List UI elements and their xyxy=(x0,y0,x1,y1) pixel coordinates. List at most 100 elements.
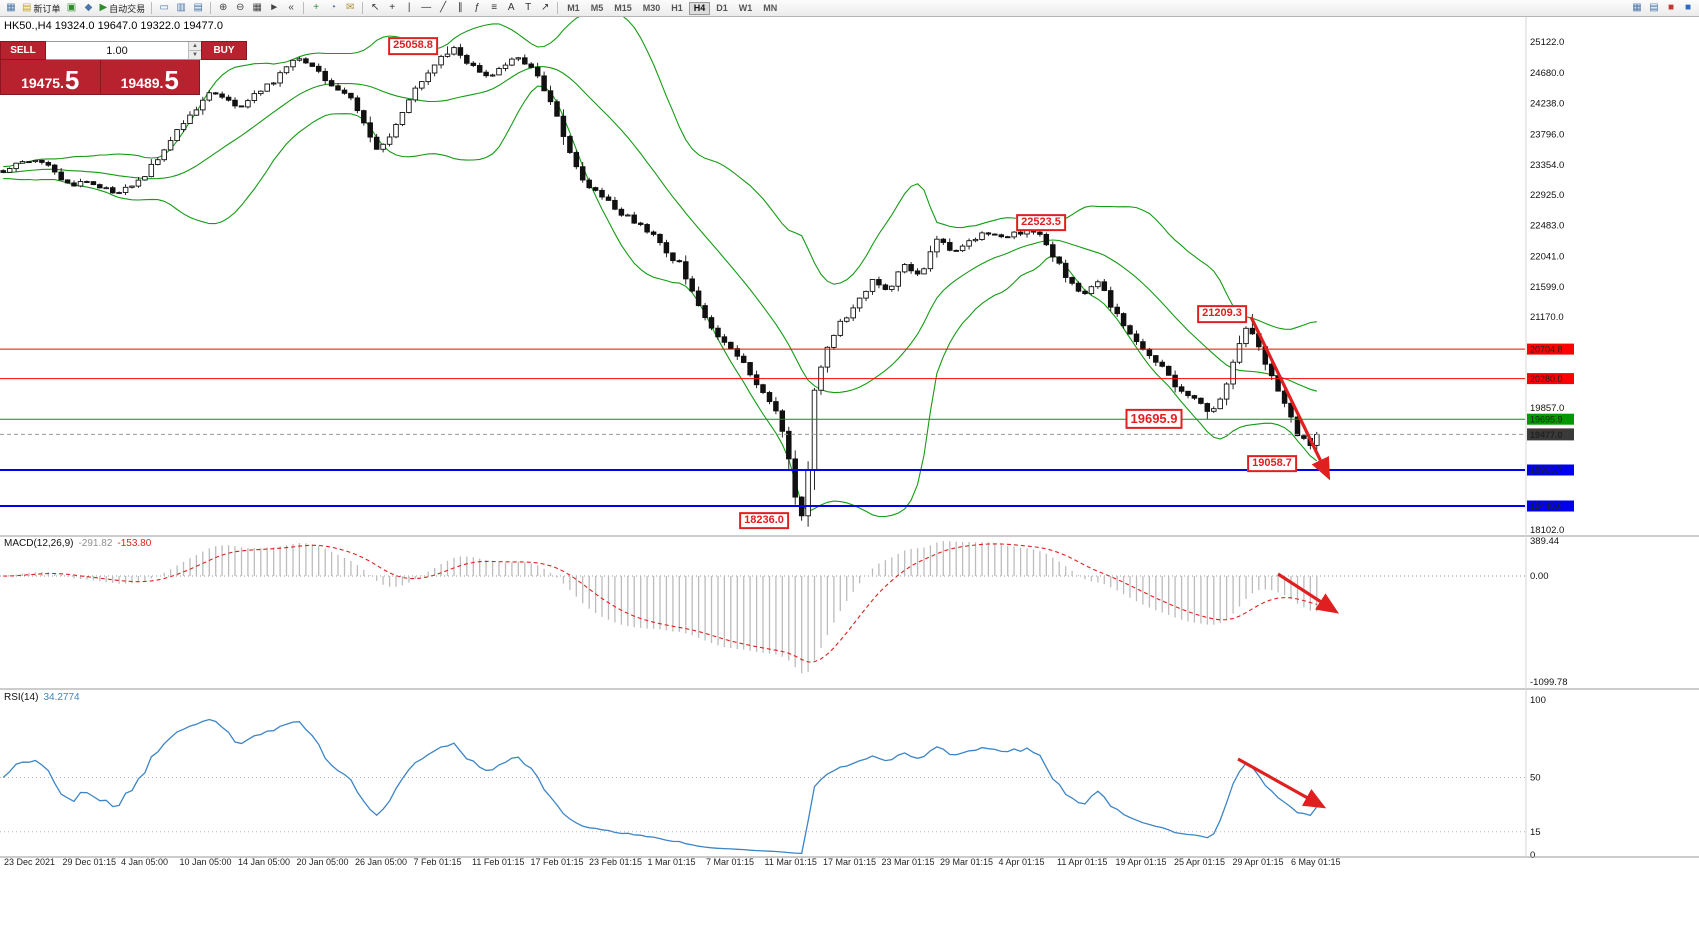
svg-text:11 Feb 01:15: 11 Feb 01:15 xyxy=(472,857,524,867)
terminal-window-icon[interactable]: ▤ xyxy=(1646,1,1662,16)
timeframe-m1[interactable]: M1 xyxy=(567,2,580,13)
svg-text:21170.0: 21170.0 xyxy=(1530,312,1564,323)
auto-scroll-icon[interactable]: ► xyxy=(266,1,282,16)
svg-text:19857.0: 19857.0 xyxy=(1530,403,1564,414)
horizontal-lines[interactable]: 20704.8 20280.0 19695.9 18965.7 18448.0 xyxy=(0,343,1574,512)
chart-shift-icon[interactable]: « xyxy=(283,1,299,16)
timeframe-m15[interactable]: M15 xyxy=(614,2,632,13)
toolbar: ▦ ▤ 新订单 ▣ ◆ ▶ 自动交易 ▭ ▥ ▤ ⊕ ⊖ ▦ ► «+ ◔ ✉ ↖ + | — ╱ ∥ ƒ ≡ A T ↗ M1 M5 M1… xyxy=(0,0,1699,17)
alert-icon[interactable]: ■ xyxy=(1663,1,1679,16)
signals-icon[interactable]: ◆ xyxy=(80,1,96,16)
rsi-value: 34.2774 xyxy=(43,692,80,703)
toolbar-separator xyxy=(151,2,153,14)
volume-down-arrow[interactable]: ▼ xyxy=(189,50,201,59)
vertical-line-icon[interactable]: | xyxy=(401,1,417,16)
equidistant-channel-icon[interactable]: ∥ xyxy=(452,1,468,16)
arrow-tool-icon[interactable]: ↗ xyxy=(537,1,553,16)
price-axis[interactable]: 25122.0 24680.0 24238.0 23796.0 23354.0 22925… xyxy=(1530,37,1568,861)
price-annotation[interactable]: 19058.7 xyxy=(1247,454,1297,473)
svg-text:100: 100 xyxy=(1530,695,1546,706)
svg-text:26 Jan 05:00: 26 Jan 05:00 xyxy=(355,857,407,867)
templates-icon[interactable]: ✉ xyxy=(342,1,358,16)
svg-text:23354.0: 23354.0 xyxy=(1530,160,1564,171)
timeframe-w1[interactable]: W1 xyxy=(738,2,753,13)
chart-profiles-icon-glyph-icon: ▣ xyxy=(66,2,77,13)
chart-shift-icon-glyph-icon: « xyxy=(288,2,294,13)
crosshair-icon-glyph-icon: + xyxy=(389,2,396,13)
svg-text:21599.0: 21599.0 xyxy=(1530,282,1564,293)
horizontal-line-icon[interactable]: — xyxy=(418,1,434,16)
svg-text:17 Mar 01:15: 17 Mar 01:15 xyxy=(823,857,876,867)
time-axis[interactable]: 23 Dec 2021 29 Dec 01:15 4 Jan 05:00 10 Jan… xyxy=(4,857,1341,867)
equidistant-channel-icon-glyph-icon: ∥ xyxy=(457,2,463,13)
data-window-icon[interactable]: ▤ xyxy=(190,1,206,16)
svg-text:19477.0: 19477.0 xyxy=(1530,430,1563,440)
auto-trading-button[interactable]: ▶ 自动交易 xyxy=(97,1,147,16)
period-icon[interactable]: ◔ xyxy=(325,1,341,16)
svg-text:4 Jan 05:00: 4 Jan 05:00 xyxy=(121,857,168,867)
buy-price[interactable]: 19489. 5 xyxy=(101,60,200,94)
svg-text:7 Mar 01:15: 7 Mar 01:15 xyxy=(706,857,754,867)
fibonacci-icon[interactable]: ƒ xyxy=(469,1,485,16)
macd-main-value: -291.82 xyxy=(78,538,113,549)
price-annotation[interactable]: 22523.5 xyxy=(1016,213,1066,232)
svg-text:19 Apr 01:15: 19 Apr 01:15 xyxy=(1116,857,1167,867)
svg-text:18102.0: 18102.0 xyxy=(1530,525,1564,536)
chart-profiles-icon[interactable]: ▣ xyxy=(63,1,79,16)
timeframe-h1[interactable]: H1 xyxy=(671,2,683,13)
cascade-windows-icon[interactable]: ▥ xyxy=(173,1,189,16)
timeframe-m5[interactable]: M5 xyxy=(590,2,604,13)
cascade-windows-icon-glyph-icon: ▥ xyxy=(176,2,186,13)
volume-up-arrow[interactable]: ▲ xyxy=(189,42,201,50)
price-annotation[interactable]: 25058.8 xyxy=(388,37,438,56)
window-layout-icon-glyph-icon: ▦ xyxy=(1632,2,1642,13)
grid-icon[interactable]: ▦ xyxy=(249,1,265,16)
fibonacci-icon-glyph-icon: ƒ xyxy=(474,2,480,13)
auto-trading-glyph-icon: ▶ xyxy=(99,2,108,13)
sell-price[interactable]: 19475. 5 xyxy=(1,60,101,94)
tile-windows-icon[interactable]: ▭ xyxy=(156,1,172,16)
rsi-line xyxy=(0,718,1525,854)
cursor-icon[interactable]: ↖ xyxy=(367,1,383,16)
add-indicator-icon[interactable]: + xyxy=(308,1,324,16)
zoom-out-icon[interactable]: ⊖ xyxy=(232,1,248,16)
zoom-in-icon-glyph-icon: ⊕ xyxy=(218,2,228,13)
new-order-button[interactable]: ▤ 新订单 xyxy=(20,1,62,16)
buy-button[interactable]: BUY xyxy=(201,41,247,60)
auto-trading-button-label: 自动交易 xyxy=(109,3,146,14)
price-annotation[interactable]: 19695.9 xyxy=(1125,409,1183,430)
svg-text:25 Apr 01:15: 25 Apr 01:15 xyxy=(1174,857,1225,867)
crosshair-icon[interactable]: + xyxy=(384,1,400,16)
new-order-glyph-icon: ▤ xyxy=(22,2,32,13)
volume-input[interactable] xyxy=(46,42,188,59)
toolbar-separator xyxy=(362,2,364,14)
macd-name: MACD(12,26,9) xyxy=(4,538,74,549)
trendline-icon[interactable]: ╱ xyxy=(435,1,451,16)
toolbar-separator xyxy=(303,2,305,14)
text-label-icon-glyph-icon: T xyxy=(525,2,532,13)
help-icon[interactable]: ■ xyxy=(1680,1,1696,16)
text-icon[interactable]: A xyxy=(503,1,519,16)
timeframe-mn[interactable]: MN xyxy=(763,2,778,13)
timeframe-m30[interactable]: M30 xyxy=(642,2,661,13)
trend-arrows[interactable] xyxy=(1237,316,1340,809)
window-layout-icon[interactable]: ▦ xyxy=(1629,1,1645,16)
panel-separators xyxy=(0,17,1699,858)
svg-text:22925.0: 22925.0 xyxy=(1530,190,1564,201)
svg-text:0.00: 0.00 xyxy=(1530,571,1549,582)
svg-text:24680.0: 24680.0 xyxy=(1530,68,1564,79)
vertical-line-icon-glyph-icon: | xyxy=(407,2,411,13)
svg-text:25122.0: 25122.0 xyxy=(1530,37,1564,48)
zoom-in-icon[interactable]: ⊕ xyxy=(215,1,231,16)
zoom-out-icon-glyph-icon: ⊖ xyxy=(235,2,245,13)
objects-list-icon[interactable]: ≡ xyxy=(486,1,502,16)
price-annotation[interactable]: 21209.3 xyxy=(1197,305,1247,323)
text-label-icon[interactable]: T xyxy=(520,1,536,16)
timeframe-h4[interactable]: H4 xyxy=(688,1,711,15)
sell-button[interactable]: SELL xyxy=(0,41,46,60)
svg-text:23 Mar 01:15: 23 Mar 01:15 xyxy=(882,857,935,867)
chart-canvas[interactable]: 20704.8 20280.0 19695.9 18965.7 18448.0 19477… xyxy=(0,17,1699,941)
new-chart-icon[interactable]: ▦ xyxy=(3,1,19,16)
price-annotation[interactable]: 18236.0 xyxy=(739,511,789,530)
timeframe-d1[interactable]: D1 xyxy=(716,2,728,13)
